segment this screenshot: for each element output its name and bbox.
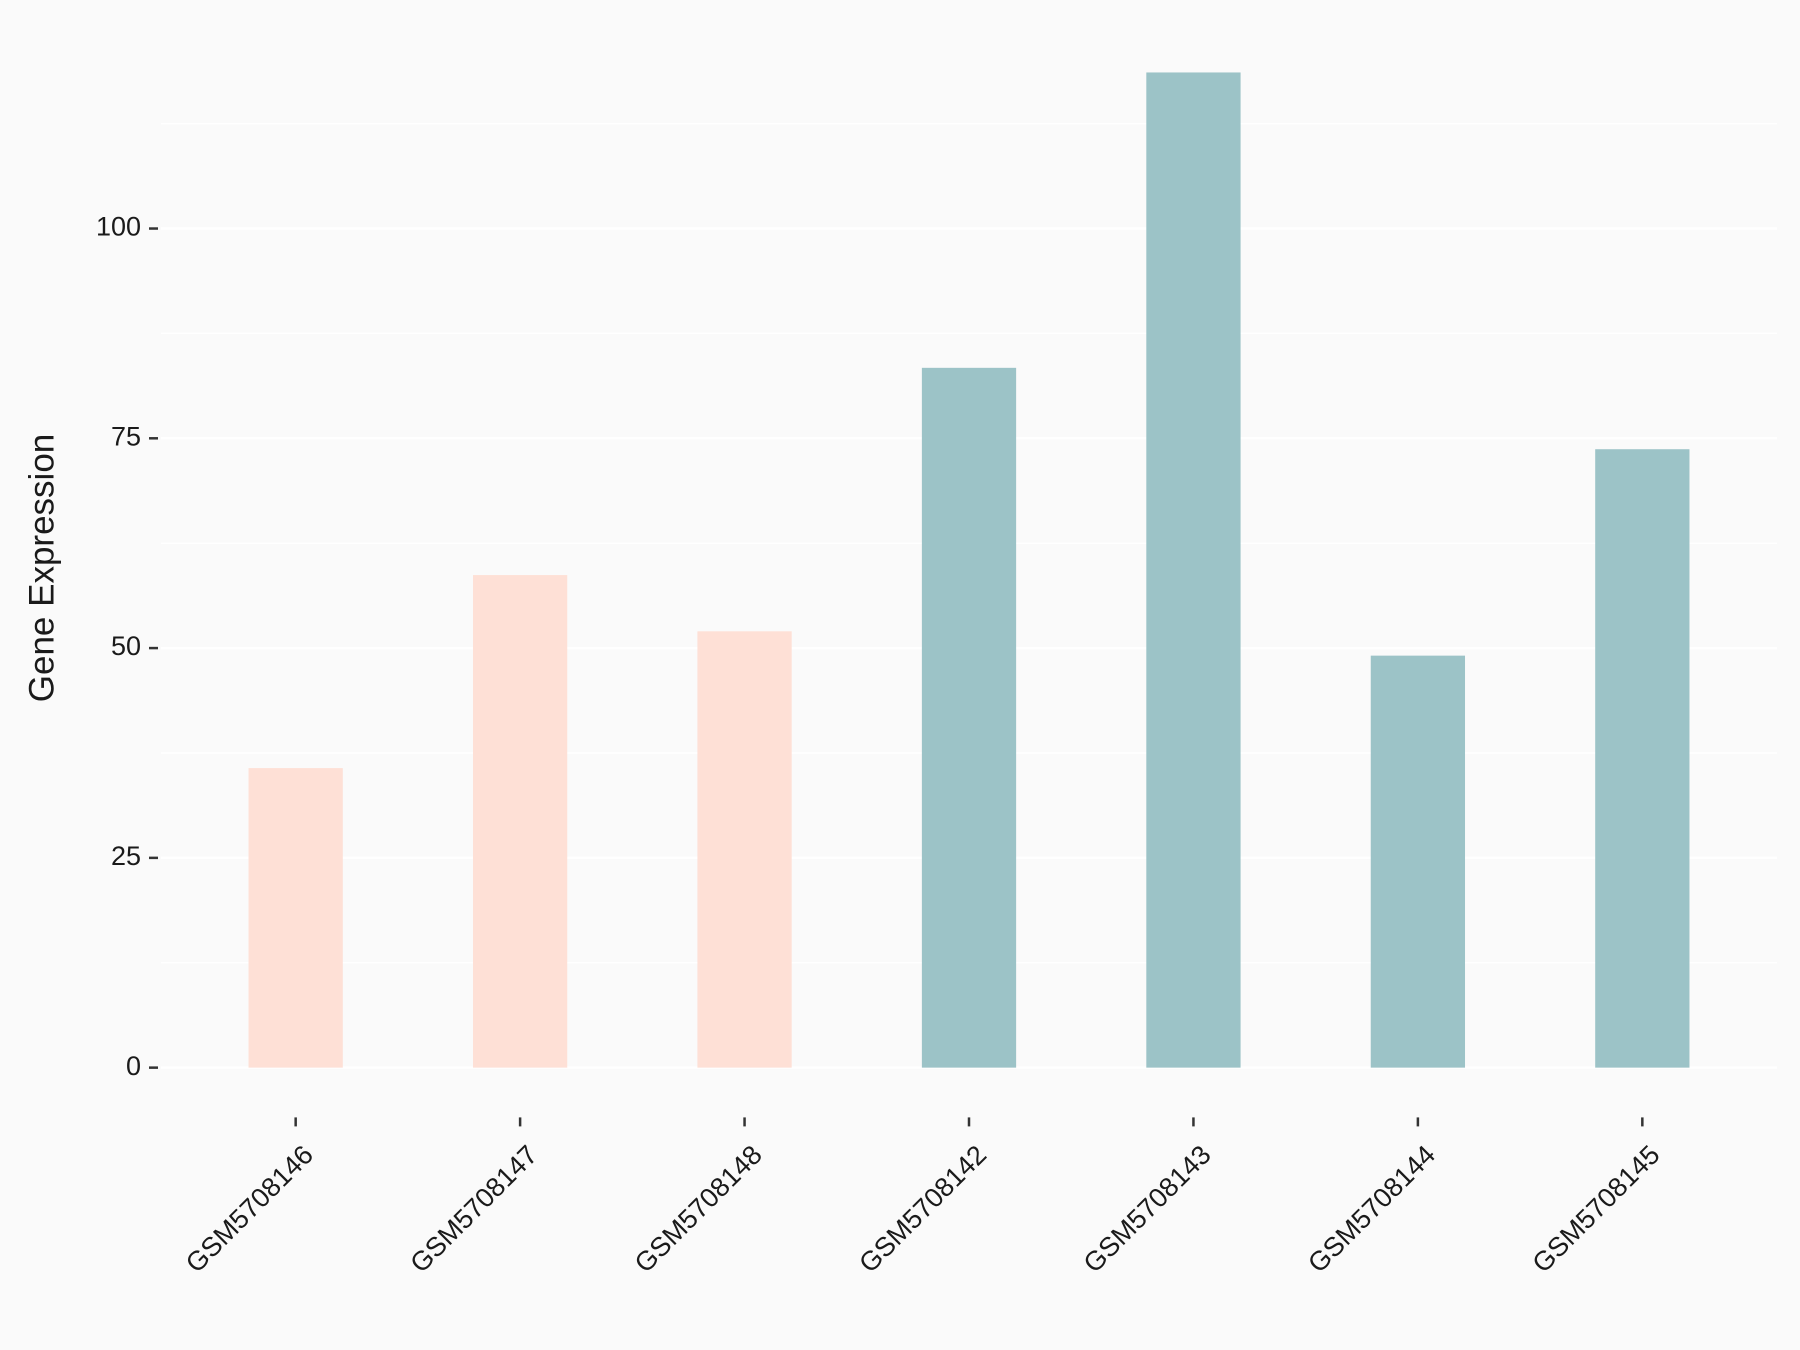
y-tick-label: 0 [126, 1051, 141, 1081]
y-tick-label: 50 [111, 631, 141, 661]
y-tick-label: 100 [96, 212, 141, 242]
bar [697, 631, 792, 1068]
bar [921, 367, 1017, 1068]
bar [1146, 72, 1241, 1068]
bar [1370, 655, 1466, 1068]
y-axis-title: Gene Expression [22, 434, 61, 702]
bar [248, 768, 343, 1068]
bar [1595, 449, 1690, 1068]
y-tick-label: 25 [111, 841, 141, 871]
y-tick-label: 75 [111, 421, 141, 451]
bar [472, 575, 568, 1068]
